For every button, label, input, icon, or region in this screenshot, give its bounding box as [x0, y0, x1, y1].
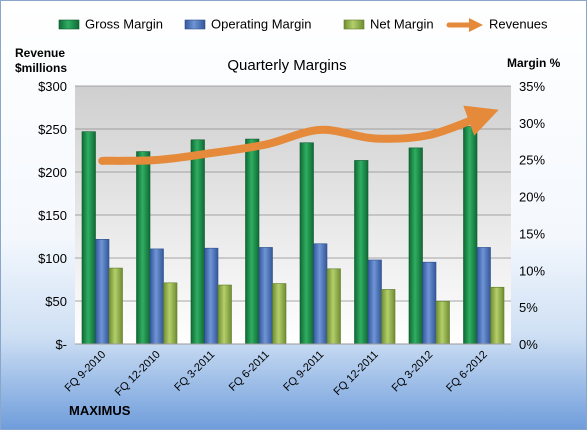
bar-operating-margin [313, 243, 328, 345]
revenue-series-line [98, 105, 499, 165]
left-tick-label: $50 [45, 294, 67, 309]
legend-swatch-operating-margin [184, 19, 206, 30]
legend-item-operating-margin: Operating Margin [184, 17, 311, 32]
right-tick-label: 0% [519, 337, 538, 352]
left-tick-label: $- [55, 337, 67, 352]
left-tick-label: $150 [38, 208, 67, 223]
bar-operating-margin [367, 259, 382, 345]
bar-gross-margin [190, 139, 205, 345]
bar-gross-margin [463, 126, 478, 345]
revenue-point [210, 152, 212, 154]
right-tick-label: 10% [519, 263, 545, 278]
left-tick-label: $250 [38, 122, 67, 137]
bar-net-margin [435, 300, 450, 345]
left-tick-label: $100 [38, 251, 67, 266]
right-tick-label: 35% [519, 79, 545, 94]
bar-net-margin [217, 284, 232, 345]
chart-title: Quarterly Margins [227, 57, 346, 74]
revenue-point [156, 159, 158, 161]
bar-operating-margin [258, 247, 273, 345]
bar-operating-margin [95, 239, 110, 345]
legend-label-operating-margin: Operating Margin [211, 17, 311, 32]
legend-label-gross-margin: Gross Margin [85, 17, 163, 32]
revenue-point [101, 160, 103, 162]
bar-gross-margin [354, 160, 369, 345]
left-tick-label: $300 [38, 79, 67, 94]
bar-net-margin [381, 289, 396, 345]
revenue-point [265, 143, 267, 145]
bar-net-margin [490, 286, 505, 345]
left-axis-title: Revenue $millions [15, 46, 68, 75]
bar-operating-margin [422, 261, 437, 345]
right-tick-label: 5% [519, 300, 538, 315]
legend-swatch-gross-margin [58, 19, 80, 30]
bar-net-margin [272, 283, 287, 345]
bars [81, 126, 505, 345]
bar-gross-margin [245, 138, 260, 345]
revenue-point [374, 137, 376, 139]
right-axis-ticks: 0% 5% 10% 15% 20% 25% 30% 35% [519, 79, 545, 352]
left-axis-title-line-2: $millions [15, 61, 67, 75]
x-tick-label: FQ 3-2012 [390, 349, 436, 395]
bar-gross-margin [136, 151, 151, 345]
legend-arrow-icon [469, 18, 483, 32]
x-tick-label: FQ 12-2011 [331, 349, 380, 398]
right-axis-title: Margin % [507, 56, 561, 70]
legend-item-gross-margin: Gross Margin [58, 17, 163, 32]
x-tick-label: FQ 6-2011 [227, 349, 272, 394]
x-tick-label: FQ 9-2011 [281, 349, 326, 394]
right-tick-label: 20% [519, 190, 545, 205]
bar-net-margin [163, 282, 178, 345]
x-axis-ticks: FQ 9-2010 FQ 12-2010 FQ 3-2011 FQ 6-2011 FQ … [63, 349, 490, 399]
left-axis-title-line-1: Revenue [15, 46, 65, 60]
legend-label-revenues: Revenues [489, 17, 548, 32]
bar-net-margin [108, 267, 123, 345]
x-tick-label: FQ 12-2010 [113, 349, 163, 399]
revenue-line [98, 105, 499, 165]
right-tick-label: 25% [519, 153, 545, 168]
footer-brand-label: MAXIMUS [69, 403, 131, 418]
right-tick-label: 30% [519, 116, 545, 131]
bar-net-margin [326, 268, 341, 345]
x-tick-label: FQ 3-2011 [172, 349, 217, 394]
right-tick-label: 15% [519, 226, 545, 241]
x-tick-label: FQ 9-2010 [63, 349, 109, 395]
bar-operating-margin [476, 247, 491, 345]
left-tick-label: $200 [38, 165, 67, 180]
legend: Gross Margin Operating Margin Net Margin… [58, 17, 548, 32]
revenue-point [319, 129, 321, 131]
left-axis-ticks: $- $50 $100 $150 $200 $250 $300 [38, 79, 67, 352]
bar-gross-margin [81, 131, 96, 345]
bar-operating-margin [204, 247, 219, 345]
legend-label-net-margin: Net Margin [370, 17, 434, 32]
bar-gross-margin [408, 147, 423, 345]
legend-item-revenues: Revenues [446, 17, 548, 32]
x-tick-label: FQ 6-2012 [444, 349, 490, 395]
legend-swatch-net-margin [343, 19, 365, 30]
revenue-point [428, 134, 430, 136]
revenue-point [483, 114, 485, 116]
bar-gross-margin [299, 142, 314, 345]
bar-operating-margin [149, 248, 164, 345]
legend-item-net-margin: Net Margin [343, 17, 434, 32]
